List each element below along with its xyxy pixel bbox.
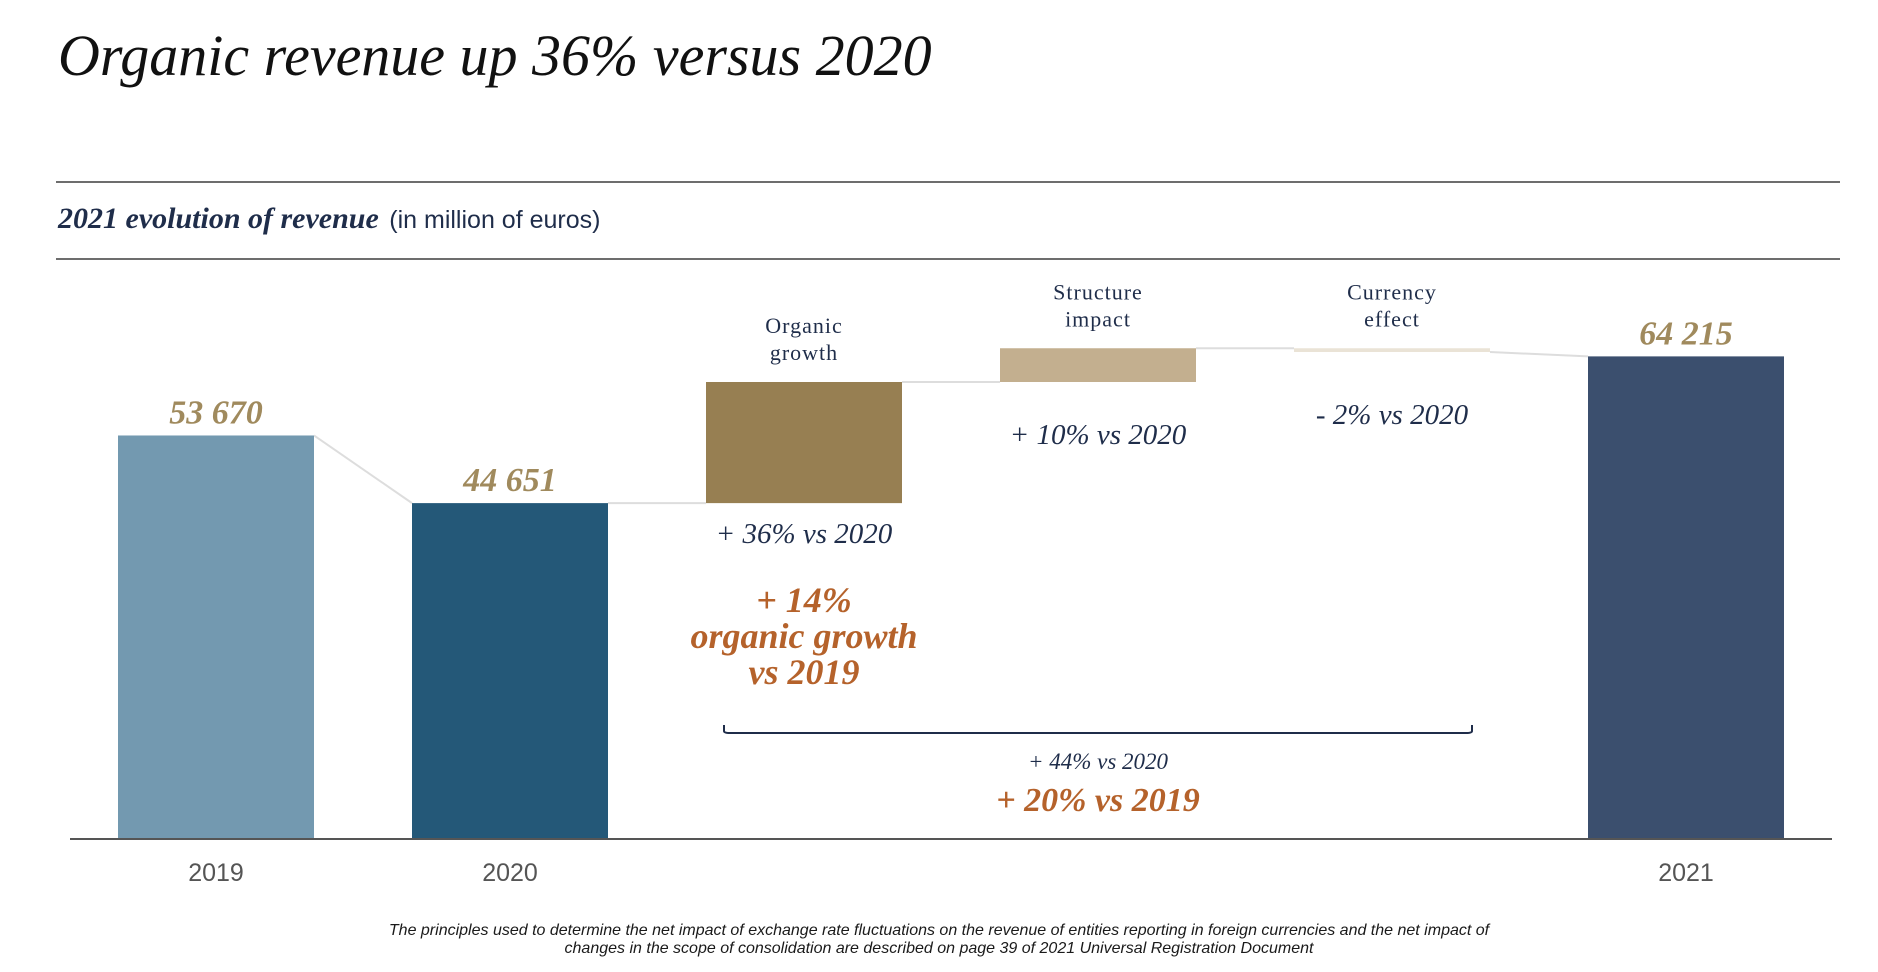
top-divider	[56, 181, 1840, 183]
highlight-line-3: vs 2019	[749, 652, 860, 692]
value-label-y2020: 44 651	[462, 462, 557, 499]
delta-annotation-currency: - 2% vs 2020	[1316, 399, 1469, 431]
x-tick-label-2021: 2021	[1658, 859, 1714, 887]
delta-header-organic-2: growth	[770, 340, 838, 365]
delta-header-currency-2: effect	[1364, 306, 1420, 331]
bottom-divider	[56, 258, 1840, 260]
value-label-y2019: 53 670	[169, 394, 263, 431]
chart-subtitle: 2021 evolution of revenue (in million of…	[58, 202, 600, 236]
footnote-line-1: The principles used to determine the net…	[388, 922, 1490, 939]
bar-y2020	[412, 503, 608, 838]
highlight-line-2: organic growth	[690, 616, 917, 656]
bar-currency	[1294, 348, 1490, 352]
connector-line-1	[313, 434, 413, 504]
bar-structure	[1000, 348, 1196, 382]
bracket-text-1: + 44% vs 2020	[1028, 749, 1169, 774]
delta-header-organic-1: Organic	[765, 313, 842, 338]
chart-unit: (in million of euros)	[389, 206, 601, 234]
connector-line-5	[1489, 351, 1589, 358]
delta-header-structure-2: impact	[1065, 306, 1131, 331]
bar-y2019	[118, 435, 314, 838]
delta-header-structure-1: Structure	[1053, 279, 1143, 304]
delta-annotation-organic: + 36% vs 2020	[716, 518, 893, 550]
bracket-line	[723, 725, 1473, 734]
bar-y2021	[1588, 356, 1784, 838]
delta-header-currency-1: Currency	[1347, 279, 1437, 304]
bar-organic	[706, 382, 902, 504]
page-title: Organic revenue up 36% versus 2020	[58, 23, 932, 88]
x-tick-label-2020: 2020	[482, 859, 538, 887]
bracket-text-2: + 20% vs 2019	[996, 782, 1200, 819]
footnote-line-2: changes in the scope of consolidation ar…	[564, 940, 1314, 957]
chart-subtitle-text: 2021 evolution of revenue	[58, 202, 379, 235]
x-tick-label-2019: 2019	[188, 859, 244, 887]
value-label-y2021: 64 215	[1639, 315, 1733, 352]
highlight-line-1: + 14%	[756, 580, 852, 620]
footnote: The principles used to determine the net…	[0, 922, 1878, 958]
delta-annotation-structure: + 10% vs 2020	[1010, 419, 1187, 451]
